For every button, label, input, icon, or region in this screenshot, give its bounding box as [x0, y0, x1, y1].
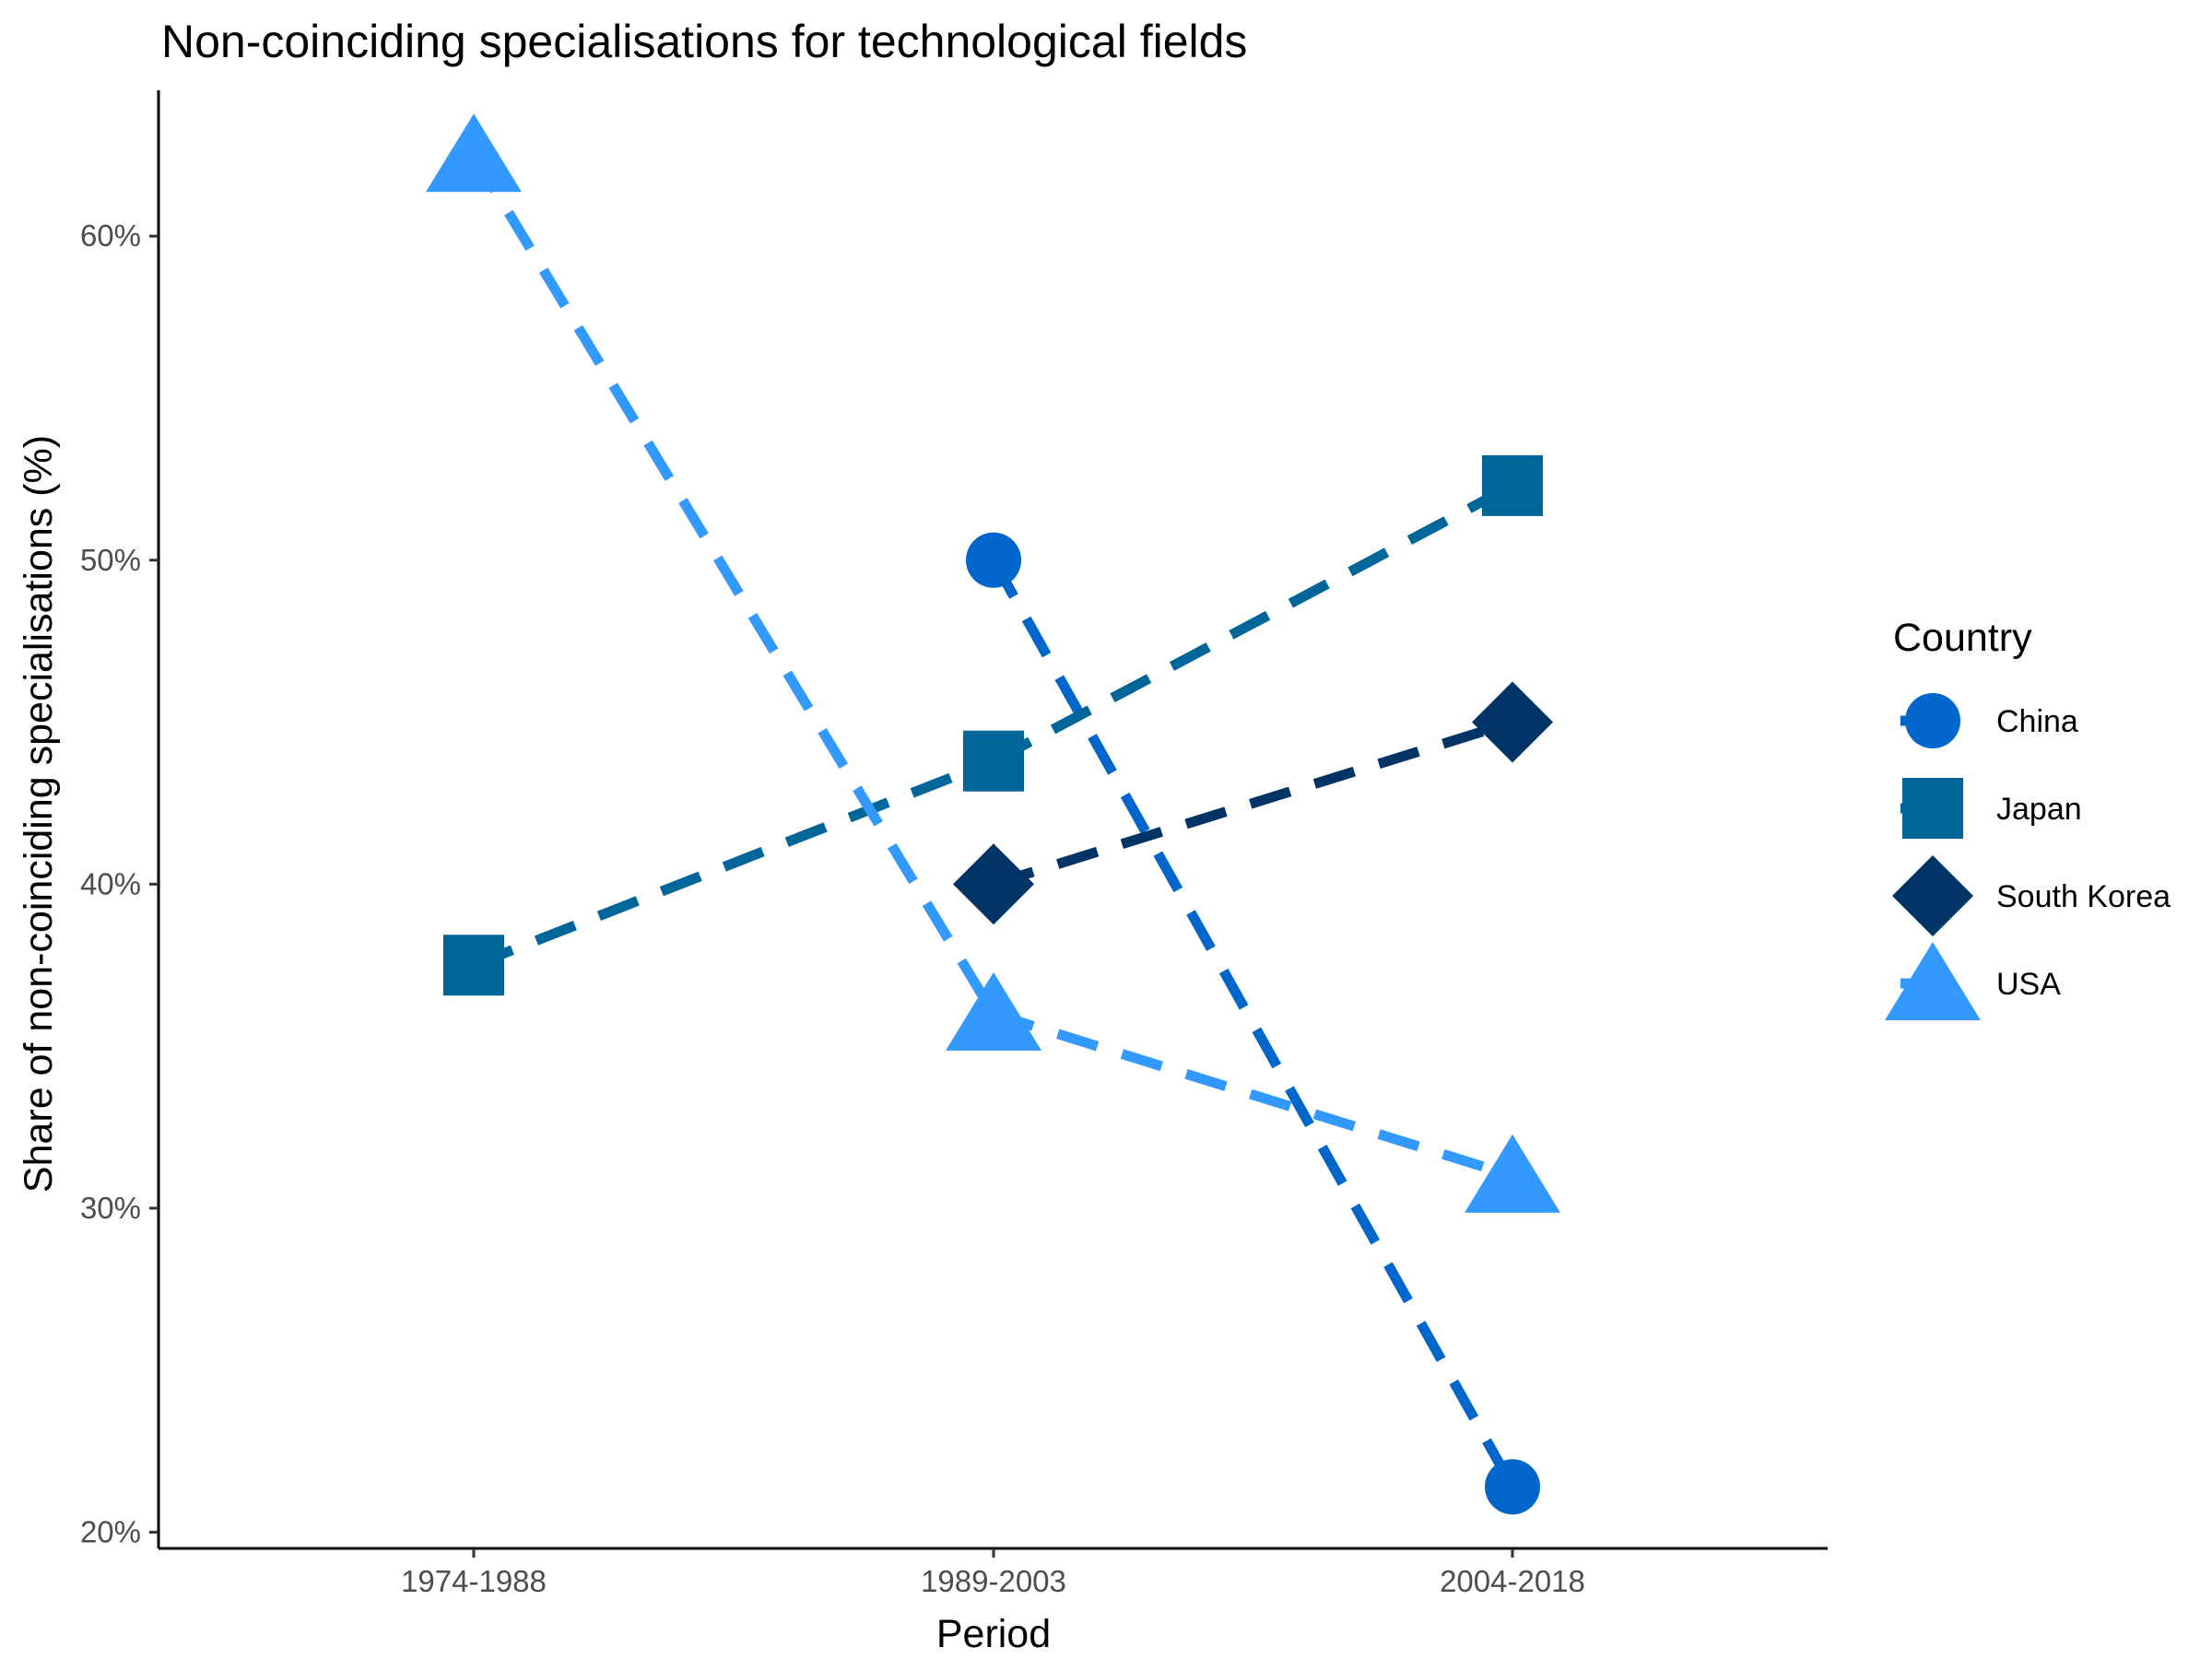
- y-tick-label-60: 60%: [80, 218, 141, 253]
- chart-title: Non-coinciding specialisations for techn…: [161, 16, 1247, 67]
- series-line-usa-segment-1: [469, 152, 998, 1017]
- y-tick-label-20: 20%: [80, 1514, 141, 1548]
- series-line-usa-segment-2: [992, 1008, 1514, 1181]
- y-axis-title: Share of non-coinciding specialisations …: [17, 435, 61, 1193]
- legend-label-usa: USA: [1996, 967, 2061, 1002]
- y-tick-label-30: 30%: [80, 1191, 141, 1225]
- legend-items: China Japan South Korea USA: [1885, 693, 2171, 1020]
- y-ticks: 20% 30% 40% 50% 60%: [80, 218, 159, 1548]
- legend-label-china: China: [1996, 704, 2078, 739]
- legend-key-south-korea: [1892, 855, 1973, 936]
- data-point-south-korea-2004-2018: [1472, 681, 1553, 763]
- data-point-china-2004-2018: [1485, 1459, 1540, 1515]
- y-tick-label-50: 50%: [80, 543, 141, 577]
- data-point-usa-1974-1988: [426, 113, 522, 193]
- series-line-south-korea-segment-1: [992, 717, 1514, 889]
- x-axis-title: Period: [936, 1612, 1051, 1656]
- data-point-japan-2004-2018: [1482, 454, 1543, 516]
- legend-key-japan: [1902, 778, 1963, 839]
- legend-label-south-korea: South Korea: [1996, 879, 2171, 914]
- legend-key-usa: [1885, 942, 1981, 1020]
- plot-lines: [469, 152, 1517, 1489]
- plot-markers: [426, 113, 1560, 1515]
- data-point-usa-2004-2018: [1465, 1134, 1560, 1213]
- data-point-japan-1989-2003: [963, 730, 1024, 792]
- x-ticks: 1974-1988 1989-2003 2004-2018: [401, 1548, 1585, 1598]
- data-point-usa-1989-2003: [946, 971, 1041, 1051]
- x-tick-label-1974-1988: 1974-1988: [401, 1564, 547, 1598]
- series-line-japan-segment-1: [471, 756, 996, 971]
- series-line-china-segment-1: [989, 558, 1517, 1489]
- data-point-japan-1974-1988: [443, 935, 504, 996]
- legend-title: Country: [1893, 616, 2032, 660]
- x-tick-label-1989-2003: 1989-2003: [921, 1564, 1066, 1598]
- data-point-china-1989-2003: [966, 532, 1021, 588]
- data-point-south-korea-1989-2003: [953, 843, 1034, 925]
- y-tick-label-40: 40%: [80, 866, 141, 900]
- series-line-japan-segment-2: [991, 481, 1515, 766]
- legend-label-japan: Japan: [1996, 792, 2082, 827]
- legend: Country China Japan South Korea USA: [1885, 616, 2171, 1020]
- legend-key-china: [1905, 693, 1960, 748]
- x-tick-label-2004-2018: 2004-2018: [1440, 1564, 1585, 1598]
